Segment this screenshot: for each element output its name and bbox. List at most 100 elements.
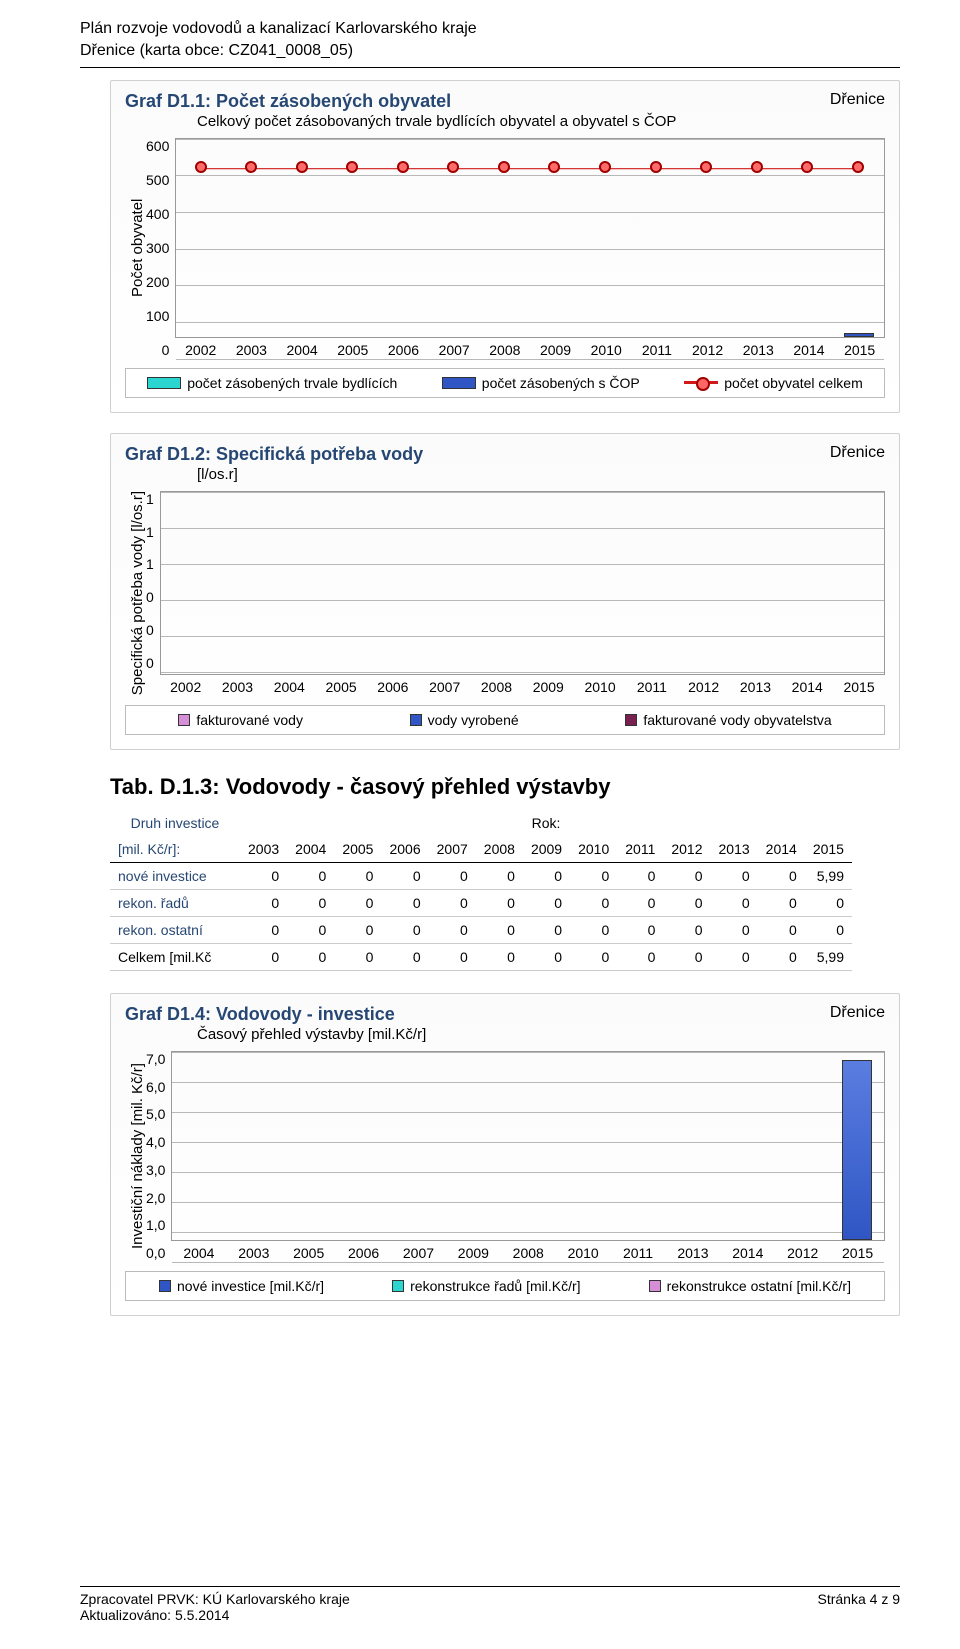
table-year-header: 2011 <box>617 836 663 863</box>
axis-tick: 2006 <box>336 1245 391 1261</box>
gridline <box>172 1202 884 1203</box>
table-cell: 0 <box>429 917 476 944</box>
table-total-cell: 0 <box>476 944 523 971</box>
legend-label: počet obyvatel celkem <box>724 375 863 391</box>
chart2-yaxis: 111000 <box>146 491 160 671</box>
legend-swatch <box>147 377 181 389</box>
axis-tick: 2003 <box>226 1245 281 1261</box>
table-cell: 0 <box>334 917 381 944</box>
table-total-cell: 0 <box>570 944 617 971</box>
table-row-label: rekon. řadů <box>110 890 240 917</box>
table-row-label: nové investice <box>110 863 240 890</box>
axis-tick: 1 <box>146 524 154 540</box>
chart4-yaxis: 7,06,05,04,03,02,01,00,0 <box>146 1051 171 1261</box>
axis-tick: 2015 <box>830 1245 885 1261</box>
table-total-cell: 0 <box>617 944 663 971</box>
axis-tick: 2014 <box>720 1245 775 1261</box>
table-cell: 0 <box>570 917 617 944</box>
footer-page: Stránka 4 z 9 <box>818 1591 901 1623</box>
chart1-ylabel: Počet obyvatel <box>125 138 146 358</box>
chart4-legend: nové investice [mil.Kč/r]rekonstrukce řa… <box>125 1271 885 1301</box>
header-line-2: Dřenice (karta obce: CZ041_0008_05) <box>80 40 900 62</box>
axis-tick: 2005 <box>315 679 367 695</box>
chart4-plot-area <box>171 1051 885 1241</box>
axis-tick: 2009 <box>446 1245 501 1261</box>
table-cell: 0 <box>334 863 381 890</box>
table-cell: 0 <box>287 863 334 890</box>
axis-tick: 2012 <box>678 679 730 695</box>
gridline <box>172 1172 884 1173</box>
legend-swatch <box>625 714 637 726</box>
axis-tick: 2004 <box>171 1245 226 1261</box>
legend-item: počet zásobených trvale bydlících <box>147 375 397 391</box>
legend-item: nové investice [mil.Kč/r] <box>159 1278 324 1294</box>
chart1-location: Dřenice <box>830 91 885 109</box>
chart1-plot-area <box>175 138 885 338</box>
footer-left-1: Zpracovatel PRVK: KÚ Karlovarského kraje <box>80 1591 350 1607</box>
chart4-subtitle: Časový přehled výstavby [mil.Kč/r] <box>197 1026 426 1043</box>
bar <box>842 1060 872 1240</box>
legend-label: počet zásobených trvale bydlících <box>187 375 397 391</box>
axis-tick: 2007 <box>391 1245 446 1261</box>
gridline <box>172 1232 884 1233</box>
axis-tick: 0 <box>146 589 154 605</box>
table-year-header: 2012 <box>663 836 710 863</box>
table-cell: 0 <box>617 917 663 944</box>
table-cell: 0 <box>429 863 476 890</box>
legend-swatch <box>442 377 476 389</box>
legend-label: fakturované vody obyvatelstva <box>643 712 831 728</box>
chart1-title: Graf D1.1: Počet zásobených obyvatel <box>125 91 676 112</box>
chart1-legend: počet zásobených trvale bydlícíchpočet z… <box>125 368 885 398</box>
table-cell: 0 <box>287 890 334 917</box>
axis-tick: 2006 <box>378 342 429 358</box>
table-row: nové investice0000000000005,99 <box>110 863 852 890</box>
axis-tick: 0 <box>146 342 169 358</box>
axis-tick: 2005 <box>281 1245 336 1261</box>
table-cell: 0 <box>663 863 710 890</box>
chart1-xaxis: 2002200320042005200620072008200920102011… <box>175 342 885 358</box>
table-cell: 0 <box>617 863 663 890</box>
legend-item: vody vyrobené <box>410 712 519 728</box>
table-row: rekon. ostatní0000000000000 <box>110 917 852 944</box>
table-row-label: rekon. ostatní <box>110 917 240 944</box>
legend-item: počet obyvatel celkem <box>684 375 863 391</box>
axis-tick: 2004 <box>263 679 315 695</box>
chart4-ylabel: Investiční náklady [mil. Kč/r] <box>125 1051 146 1261</box>
axis-tick: 2002 <box>160 679 212 695</box>
legend-swatch <box>159 1280 171 1292</box>
axis-tick: 2012 <box>775 1245 830 1261</box>
table-total-cell: 0 <box>711 944 758 971</box>
table-cell: 0 <box>381 917 428 944</box>
chart2-plot-area <box>160 491 885 675</box>
page-footer: Zpracovatel PRVK: KÚ Karlovarského kraje… <box>80 1586 900 1623</box>
legend-label: rekonstrukce ostatní [mil.Kč/r] <box>667 1278 851 1294</box>
axis-tick: 2003 <box>226 342 277 358</box>
legend-item: rekonstrukce ostatní [mil.Kč/r] <box>649 1278 851 1294</box>
legend-swatch <box>392 1280 404 1292</box>
header-line-1: Plán rozvoje vodovodů a kanalizací Karlo… <box>80 18 900 40</box>
investment-table: Druh investice Rok: [mil. Kč/r]:20032004… <box>110 810 852 971</box>
chart4-title: Graf D1.4: Vodovody - investice <box>125 1004 426 1025</box>
chart2-ylabel: Specifická potřeba vody [l/os.r] <box>125 491 146 695</box>
table-cell: 0 <box>570 890 617 917</box>
table-total-cell: 0 <box>240 944 287 971</box>
table-grouphead: Rok: <box>240 810 852 836</box>
gridline <box>161 636 884 637</box>
gridline <box>161 600 884 601</box>
chart1-subtitle: Celkový počet zásobovaných trvale bydlíc… <box>197 113 676 130</box>
chart2-location: Dřenice <box>830 444 885 462</box>
axis-tick: 2,0 <box>146 1190 165 1206</box>
axis-tick: 200 <box>146 274 169 290</box>
chart4-xaxis: 2004200320052006200720092008201020112013… <box>171 1245 885 1261</box>
table-cell: 0 <box>663 890 710 917</box>
axis-tick: 0 <box>146 655 154 671</box>
table-year-header: 2003 <box>240 836 287 863</box>
axis-tick: 2011 <box>632 342 683 358</box>
axis-tick: 2004 <box>277 342 328 358</box>
table-cell: 0 <box>758 863 805 890</box>
gridline <box>161 564 884 565</box>
axis-tick: 2013 <box>733 342 784 358</box>
chart-d1-1: Graf D1.1: Počet zásobených obyvatel Cel… <box>110 80 900 413</box>
axis-tick: 2009 <box>530 342 581 358</box>
table-row: rekon. řadů0000000000000 <box>110 890 852 917</box>
